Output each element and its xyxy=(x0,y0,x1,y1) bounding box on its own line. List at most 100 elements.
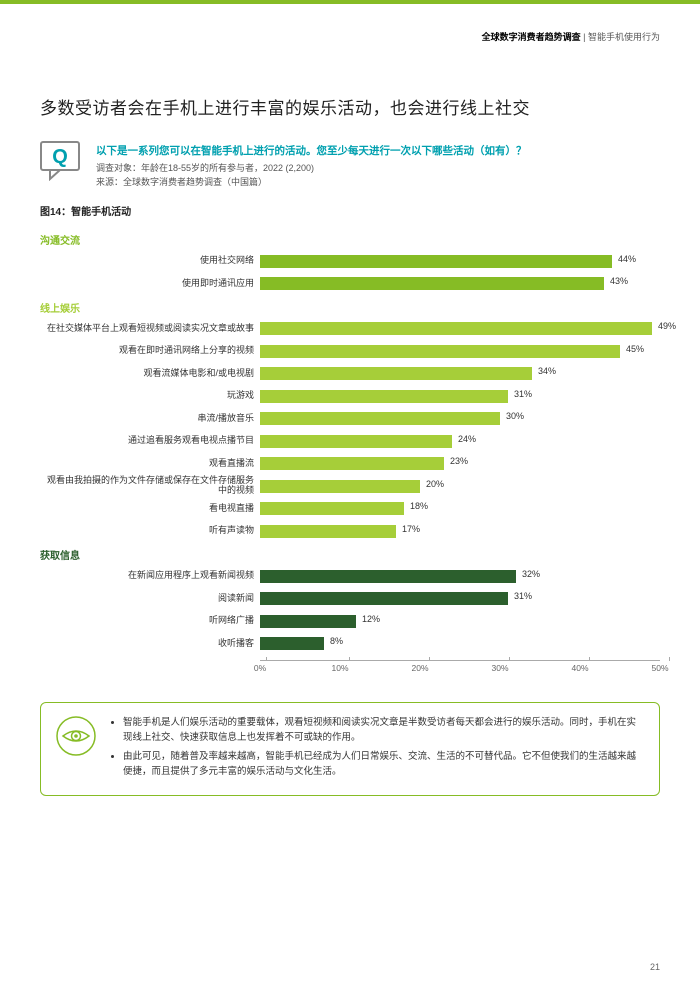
chart-row-label: 在新闻应用程序上观看新闻视频 xyxy=(40,571,260,581)
chart-row-label: 观看直播流 xyxy=(40,459,260,469)
chart-row-label: 玩游戏 xyxy=(40,391,260,401)
chart-row-label: 在社交媒体平台上观看短视频或阅读实况文章或故事 xyxy=(40,324,260,334)
chart-bar xyxy=(260,637,324,650)
chart-bar-value: 8% xyxy=(330,636,343,646)
chart-bar-track: 20% xyxy=(260,480,660,493)
chart-bar-value: 34% xyxy=(538,366,556,376)
chart-bar xyxy=(260,615,356,628)
chart-bar xyxy=(260,480,420,493)
chart-row-label: 观看在即时通讯网络上分享的视频 xyxy=(40,346,260,356)
chart-row-label: 看电视直播 xyxy=(40,504,260,514)
chart-bar xyxy=(260,525,396,538)
insight-bullet: 智能手机是人们娱乐活动的重要载体，观看短视频和阅读实况文章是半数受访者每天都会进… xyxy=(123,715,645,745)
chart-bar-track: 31% xyxy=(260,390,660,403)
chart-row: 看电视直播 18% xyxy=(40,499,660,519)
chart-bar xyxy=(260,502,404,515)
chart-bar xyxy=(260,592,508,605)
eye-icon xyxy=(55,715,97,762)
chart-bar-value: 31% xyxy=(514,591,532,601)
chart-x-tick: 40% xyxy=(580,657,597,667)
chart-bar-value: 31% xyxy=(514,389,532,399)
chart-bar-value: 24% xyxy=(458,434,476,444)
chart-row: 串流/播放音乐 30% xyxy=(40,409,660,429)
chart-row-label: 阅读新闻 xyxy=(40,594,260,604)
chart-bar xyxy=(260,367,532,380)
chart-bar xyxy=(260,435,452,448)
chart-bar-value: 17% xyxy=(402,524,420,534)
chart-bar-value: 44% xyxy=(618,254,636,264)
chart-row: 观看由我拍摄的作为文件存储或保存在文件存储服务中的视频 20% xyxy=(40,476,660,496)
chart-row: 观看流媒体电影和/或电视剧 34% xyxy=(40,364,660,384)
chart-row-label: 听网络广播 xyxy=(40,616,260,626)
chart-row-label: 观看由我拍摄的作为文件存储或保存在文件存储服务中的视频 xyxy=(40,476,260,496)
question-sub1: 调查对象：年龄在18-55岁的所有参与者，2022 (2,200) xyxy=(96,162,660,176)
chart-row: 阅读新闻 31% xyxy=(40,589,660,609)
chart-bar-value: 43% xyxy=(610,276,628,286)
insight-bullets: 智能手机是人们娱乐活动的重要载体，观看短视频和阅读实况文章是半数受访者每天都会进… xyxy=(111,715,645,784)
header-survey: 全球数字消费者趋势调查 xyxy=(482,32,581,42)
chart-bar-track: 30% xyxy=(260,412,660,425)
header-section: 智能手机使用行为 xyxy=(588,32,660,42)
chart-bar-value: 49% xyxy=(658,321,676,331)
chart-bar-track: 24% xyxy=(260,435,660,448)
chart-bar-value: 12% xyxy=(362,614,380,624)
chart-bar-track: 31% xyxy=(260,592,660,605)
chart-bar xyxy=(260,345,620,358)
chart-bar xyxy=(260,390,508,403)
chart-x-tick: 30% xyxy=(500,657,517,667)
chart-bar-track: 34% xyxy=(260,367,660,380)
page-header: 全球数字消费者趋势调查 | 智能手机使用行为 xyxy=(482,30,660,43)
chart-bar-value: 18% xyxy=(410,501,428,511)
chart-row: 在新闻应用程序上观看新闻视频 32% xyxy=(40,566,660,586)
chart-row-label: 收听播客 xyxy=(40,639,260,649)
chart-bar xyxy=(260,570,516,583)
chart-row: 玩游戏 31% xyxy=(40,386,660,406)
chart-section-head: 沟通交流 xyxy=(40,232,660,247)
chart-bar xyxy=(260,322,652,335)
chart-row: 听网络广播 12% xyxy=(40,611,660,631)
chart-bar xyxy=(260,277,604,290)
chart-row-label: 听有声读物 xyxy=(40,526,260,536)
chart-bar-track: 17% xyxy=(260,525,660,538)
question-sub2: 来源：全球数字消费者趋势调查（中国篇） xyxy=(96,176,660,190)
chart-row-label: 使用即时通讯应用 xyxy=(40,279,260,289)
chart-bar-track: 49% xyxy=(260,322,660,335)
chart-row: 在社交媒体平台上观看短视频或阅读实况文章或故事49% xyxy=(40,319,660,339)
chart-row: 使用即时通讯应用 43% xyxy=(40,274,660,294)
chart-bar-track: 32% xyxy=(260,570,660,583)
chart-bar-track: 43% xyxy=(260,277,660,290)
chart-bar xyxy=(260,255,612,268)
chart-section-head: 获取信息 xyxy=(40,547,660,562)
chart-x-tick: 20% xyxy=(420,657,437,667)
chart-bar xyxy=(260,457,444,470)
insight-bullet: 由此可见，随着普及率越来越高，智能手机已经成为人们日常娱乐、交流、生活的不可替代… xyxy=(123,749,645,779)
chart-row: 使用社交网络 44% xyxy=(40,251,660,271)
question-text: 以下是一系列您可以在智能手机上进行的活动。您至少每天进行一次以下哪些活动（如有）… xyxy=(96,143,660,158)
chart-row: 听有声读物 17% xyxy=(40,521,660,541)
figure-label: 图14：智能手机活动 xyxy=(40,203,660,218)
chart-bar-value: 23% xyxy=(450,456,468,466)
chart-x-axis: 0%10%20%30%40%50% xyxy=(260,660,660,682)
chart-bar-track: 12% xyxy=(260,615,660,628)
chart-row: 收听播客 8% xyxy=(40,634,660,654)
chart-bar-track: 45% xyxy=(260,345,660,358)
bar-chart: 沟通交流使用社交网络 44% 使用即时通讯应用 43% 线上娱乐在社交媒体平台上观看短视… xyxy=(40,232,660,682)
chart-bar-track: 44% xyxy=(260,255,660,268)
chart-bar-track: 18% xyxy=(260,502,660,515)
question-icon: Q xyxy=(40,141,86,186)
chart-row-label: 通过追看服务观看电视点播节目 xyxy=(40,436,260,446)
chart-section-head: 线上娱乐 xyxy=(40,300,660,315)
chart-row: 观看在即时通讯网络上分享的视频45% xyxy=(40,341,660,361)
page-title: 多数受访者会在手机上进行丰富的娱乐活动，也会进行线上社交 xyxy=(40,94,660,119)
chart-row-label: 串流/播放音乐 xyxy=(40,414,260,424)
chart-bar xyxy=(260,412,500,425)
chart-x-tick: 50% xyxy=(660,657,677,667)
chart-bar-value: 20% xyxy=(426,479,444,489)
chart-row-label: 观看流媒体电影和/或电视剧 xyxy=(40,369,260,379)
svg-text:Q: Q xyxy=(52,146,68,168)
chart-row: 通过追看服务观看电视点播节目 24% xyxy=(40,431,660,451)
chart-bar-value: 30% xyxy=(506,411,524,421)
chart-row-label: 使用社交网络 xyxy=(40,256,260,266)
chart-bar-track: 8% xyxy=(260,637,660,650)
chart-bar-value: 32% xyxy=(522,569,540,579)
